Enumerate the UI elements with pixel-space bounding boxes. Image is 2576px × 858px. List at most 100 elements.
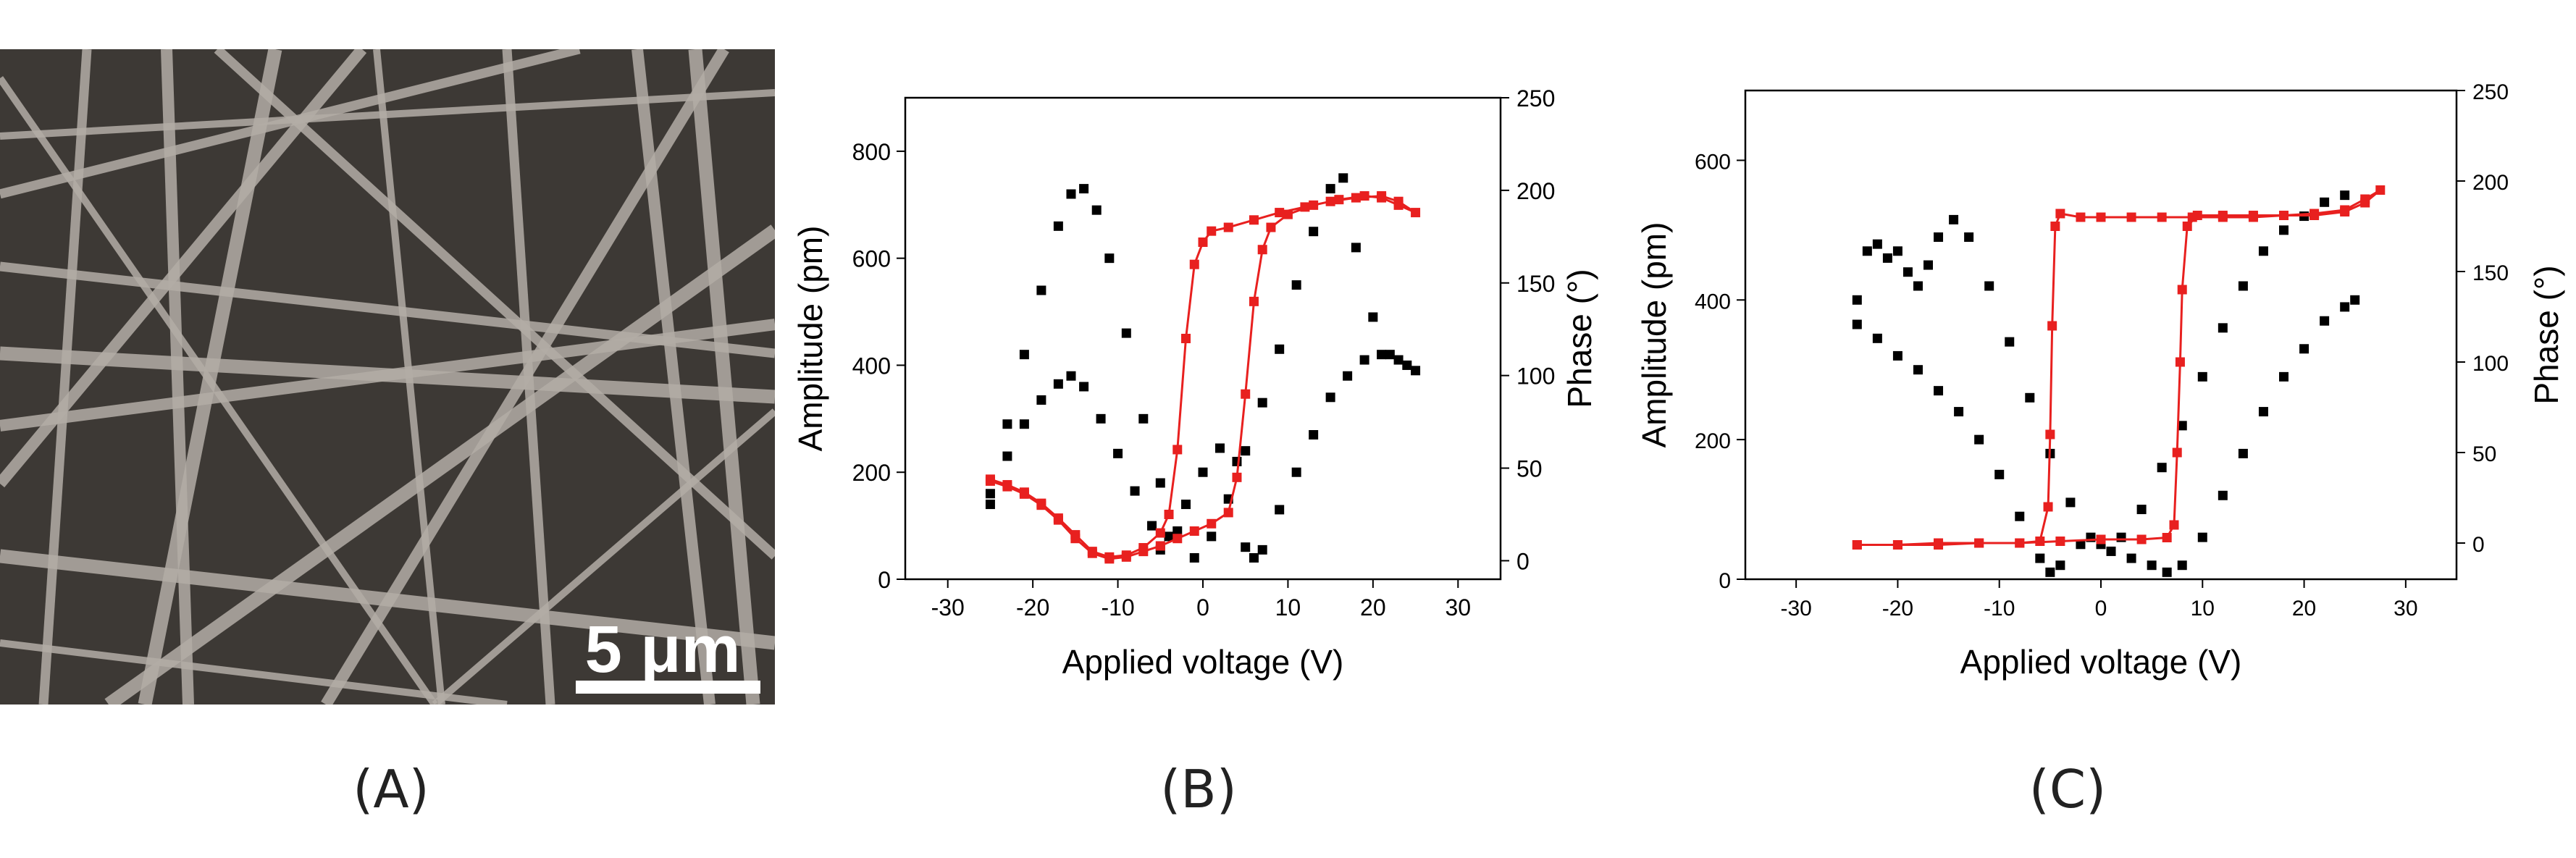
nanofiber (161, 49, 194, 705)
x-axis-label: Applied voltage (V) (1960, 643, 2242, 681)
y2-tick-label: 50 (2472, 442, 2496, 466)
y2-tick-label: 150 (1516, 271, 1555, 297)
amplitude-point (1257, 544, 1267, 555)
amplitude-point (1882, 253, 1892, 263)
amplitude-point (2065, 497, 2076, 508)
x-tick-label: 30 (1445, 594, 1471, 621)
amplitude-point (1207, 531, 1217, 542)
x-tick-label: 20 (1360, 594, 1386, 621)
amplitude-point (1862, 246, 1872, 256)
amplitude-point (2116, 532, 2126, 542)
amplitude-point (2320, 197, 2330, 207)
phase-point (1189, 259, 1199, 269)
x-tick-label: 10 (2191, 597, 2215, 621)
phase-point (1325, 196, 1335, 206)
phase-point (2126, 212, 2136, 222)
y-axis-label: Amplitude (pm) (792, 226, 829, 452)
amplitude-point (2340, 302, 2350, 312)
nanofiber (0, 76, 438, 707)
phase-point (2035, 537, 2045, 546)
x-tick-label: -30 (1780, 597, 1811, 621)
phase-point (1241, 389, 1251, 399)
y2-axis-label: Phase (°) (2527, 265, 2565, 404)
y-axis-label: Amplitude (pm) (1635, 222, 1673, 448)
amplitude-point (1368, 312, 1378, 322)
amplitude-point (985, 500, 995, 510)
amplitude-point (1377, 350, 1387, 360)
phase-point (2182, 222, 2192, 231)
amplitude-point (2197, 532, 2207, 542)
phase-point (1283, 209, 1293, 219)
phase-point (1223, 222, 1233, 232)
phase-point (1155, 541, 1165, 551)
panel-label-a: (A) (353, 759, 429, 820)
amplitude-point (2350, 295, 2360, 305)
amplitude-point (1872, 239, 1882, 249)
phase-point (2076, 212, 2086, 222)
phase-point (2096, 212, 2106, 222)
phase-point (2015, 538, 2025, 548)
amplitude-point (1053, 379, 1063, 389)
phase-point (1198, 237, 1208, 247)
y-tick-label: 800 (852, 139, 891, 165)
y2-tick-label: 100 (1516, 363, 1555, 390)
phase-point (2055, 537, 2065, 546)
y-tick-label: 400 (1695, 290, 1731, 314)
phase-point (1309, 200, 1319, 210)
x-tick-label: 20 (2292, 597, 2316, 621)
amplitude-point (1181, 500, 1191, 510)
amplitude-point (1309, 430, 1319, 439)
phase-point (1411, 208, 1421, 218)
amplitude-point (1104, 253, 1115, 264)
amplitude-point (1249, 552, 1259, 563)
phase-point (1019, 487, 1029, 497)
x-tick-label: 0 (2095, 597, 2107, 621)
amplitude-point (1852, 295, 1862, 305)
amplitude-point (1275, 505, 1285, 515)
panel-label-c: (C) (2029, 759, 2107, 820)
amplitude-point (1402, 360, 1412, 370)
amplitude-point (1913, 365, 1923, 375)
phase-point (2136, 534, 2147, 544)
amplitude-point (2238, 448, 2248, 458)
amplitude-point (2177, 560, 2187, 571)
amplitude-point (1902, 267, 1913, 277)
phase-point (1070, 530, 1081, 540)
x-axis-label: Applied voltage (V) (1062, 643, 1344, 681)
phase-point (1359, 191, 1369, 201)
amplitude-point (1066, 189, 1076, 199)
phase-point (2172, 447, 2182, 458)
amplitude-point (1291, 467, 1301, 477)
amplitude-point (1036, 285, 1046, 295)
nanofiber (432, 408, 778, 707)
amplitude-point (1913, 281, 1923, 291)
amplitude-point (2055, 560, 2065, 571)
chart-b: -30 -20 -10 0 10 20 30 0 200 400 600 800 0 50 100 150 20… (782, 72, 1615, 710)
phase-point (2360, 194, 2370, 204)
scale-bar (576, 681, 760, 694)
amplitude-point (2340, 190, 2350, 201)
phase-point (985, 474, 995, 484)
y2-tick-label: 200 (2472, 171, 2509, 195)
nanofiber (632, 49, 716, 705)
phase-point (2192, 211, 2202, 220)
phase-point (1172, 445, 1183, 455)
amplitude-point (1198, 467, 1208, 477)
amplitude-point (2126, 553, 2136, 563)
x-tick-label: -10 (1984, 597, 2015, 621)
x-tick-label: -30 (931, 594, 965, 621)
amplitude-point (1325, 392, 1335, 403)
amplitude-point (2197, 371, 2207, 382)
phase-point (2162, 533, 2172, 542)
y2-axis-label: Phase (°) (1561, 269, 1598, 408)
phase-point (1138, 543, 1149, 553)
y2-tick-label: 50 (1516, 456, 1543, 482)
x-tick-label: 30 (2394, 597, 2417, 621)
amplitude-point (1872, 333, 1882, 343)
panel-label-b: (B) (1160, 759, 1237, 820)
amplitude-point (2106, 546, 2116, 556)
amplitude-point (1309, 227, 1319, 237)
y2-tick-label: 150 (2472, 261, 2509, 285)
amplitude-point (1923, 260, 1934, 270)
phase-point (1087, 547, 1097, 557)
